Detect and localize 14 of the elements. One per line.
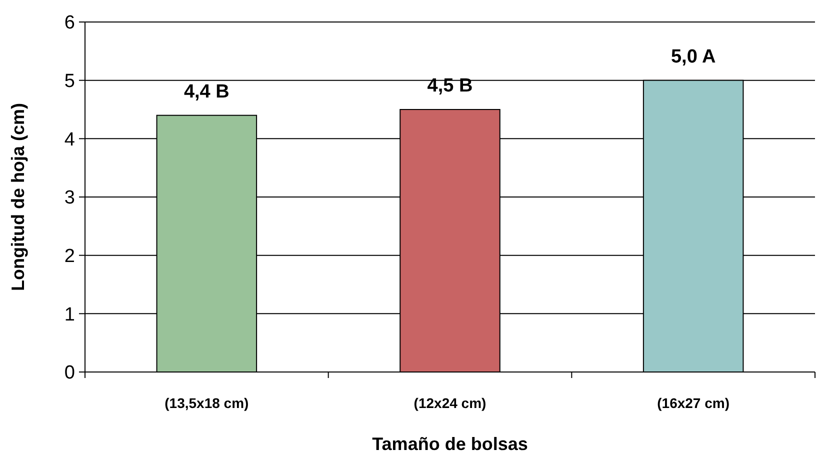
y-tick-label: 5	[64, 70, 75, 92]
x-tick-label: (13,5x18 cm)	[164, 395, 249, 411]
y-tick-label: 6	[64, 12, 75, 34]
y-axis-title: Longitud de hoja (cm)	[8, 103, 28, 291]
y-tick-label: 3	[64, 188, 75, 209]
x-tick-label: (12x24 cm)	[414, 395, 486, 411]
y-tick-label: 0	[64, 362, 75, 384]
data-label: 5,0 A	[670, 46, 716, 68]
y-tick-label: 2	[64, 246, 75, 267]
y-tick-label: 4	[64, 129, 76, 150]
y-tick-label: 1	[64, 304, 75, 326]
x-tick-label: (16x27 cm)	[657, 395, 730, 411]
x-axis-title: Tamaño de bolsas	[372, 434, 528, 454]
data-label: 4,4 B	[184, 81, 230, 102]
